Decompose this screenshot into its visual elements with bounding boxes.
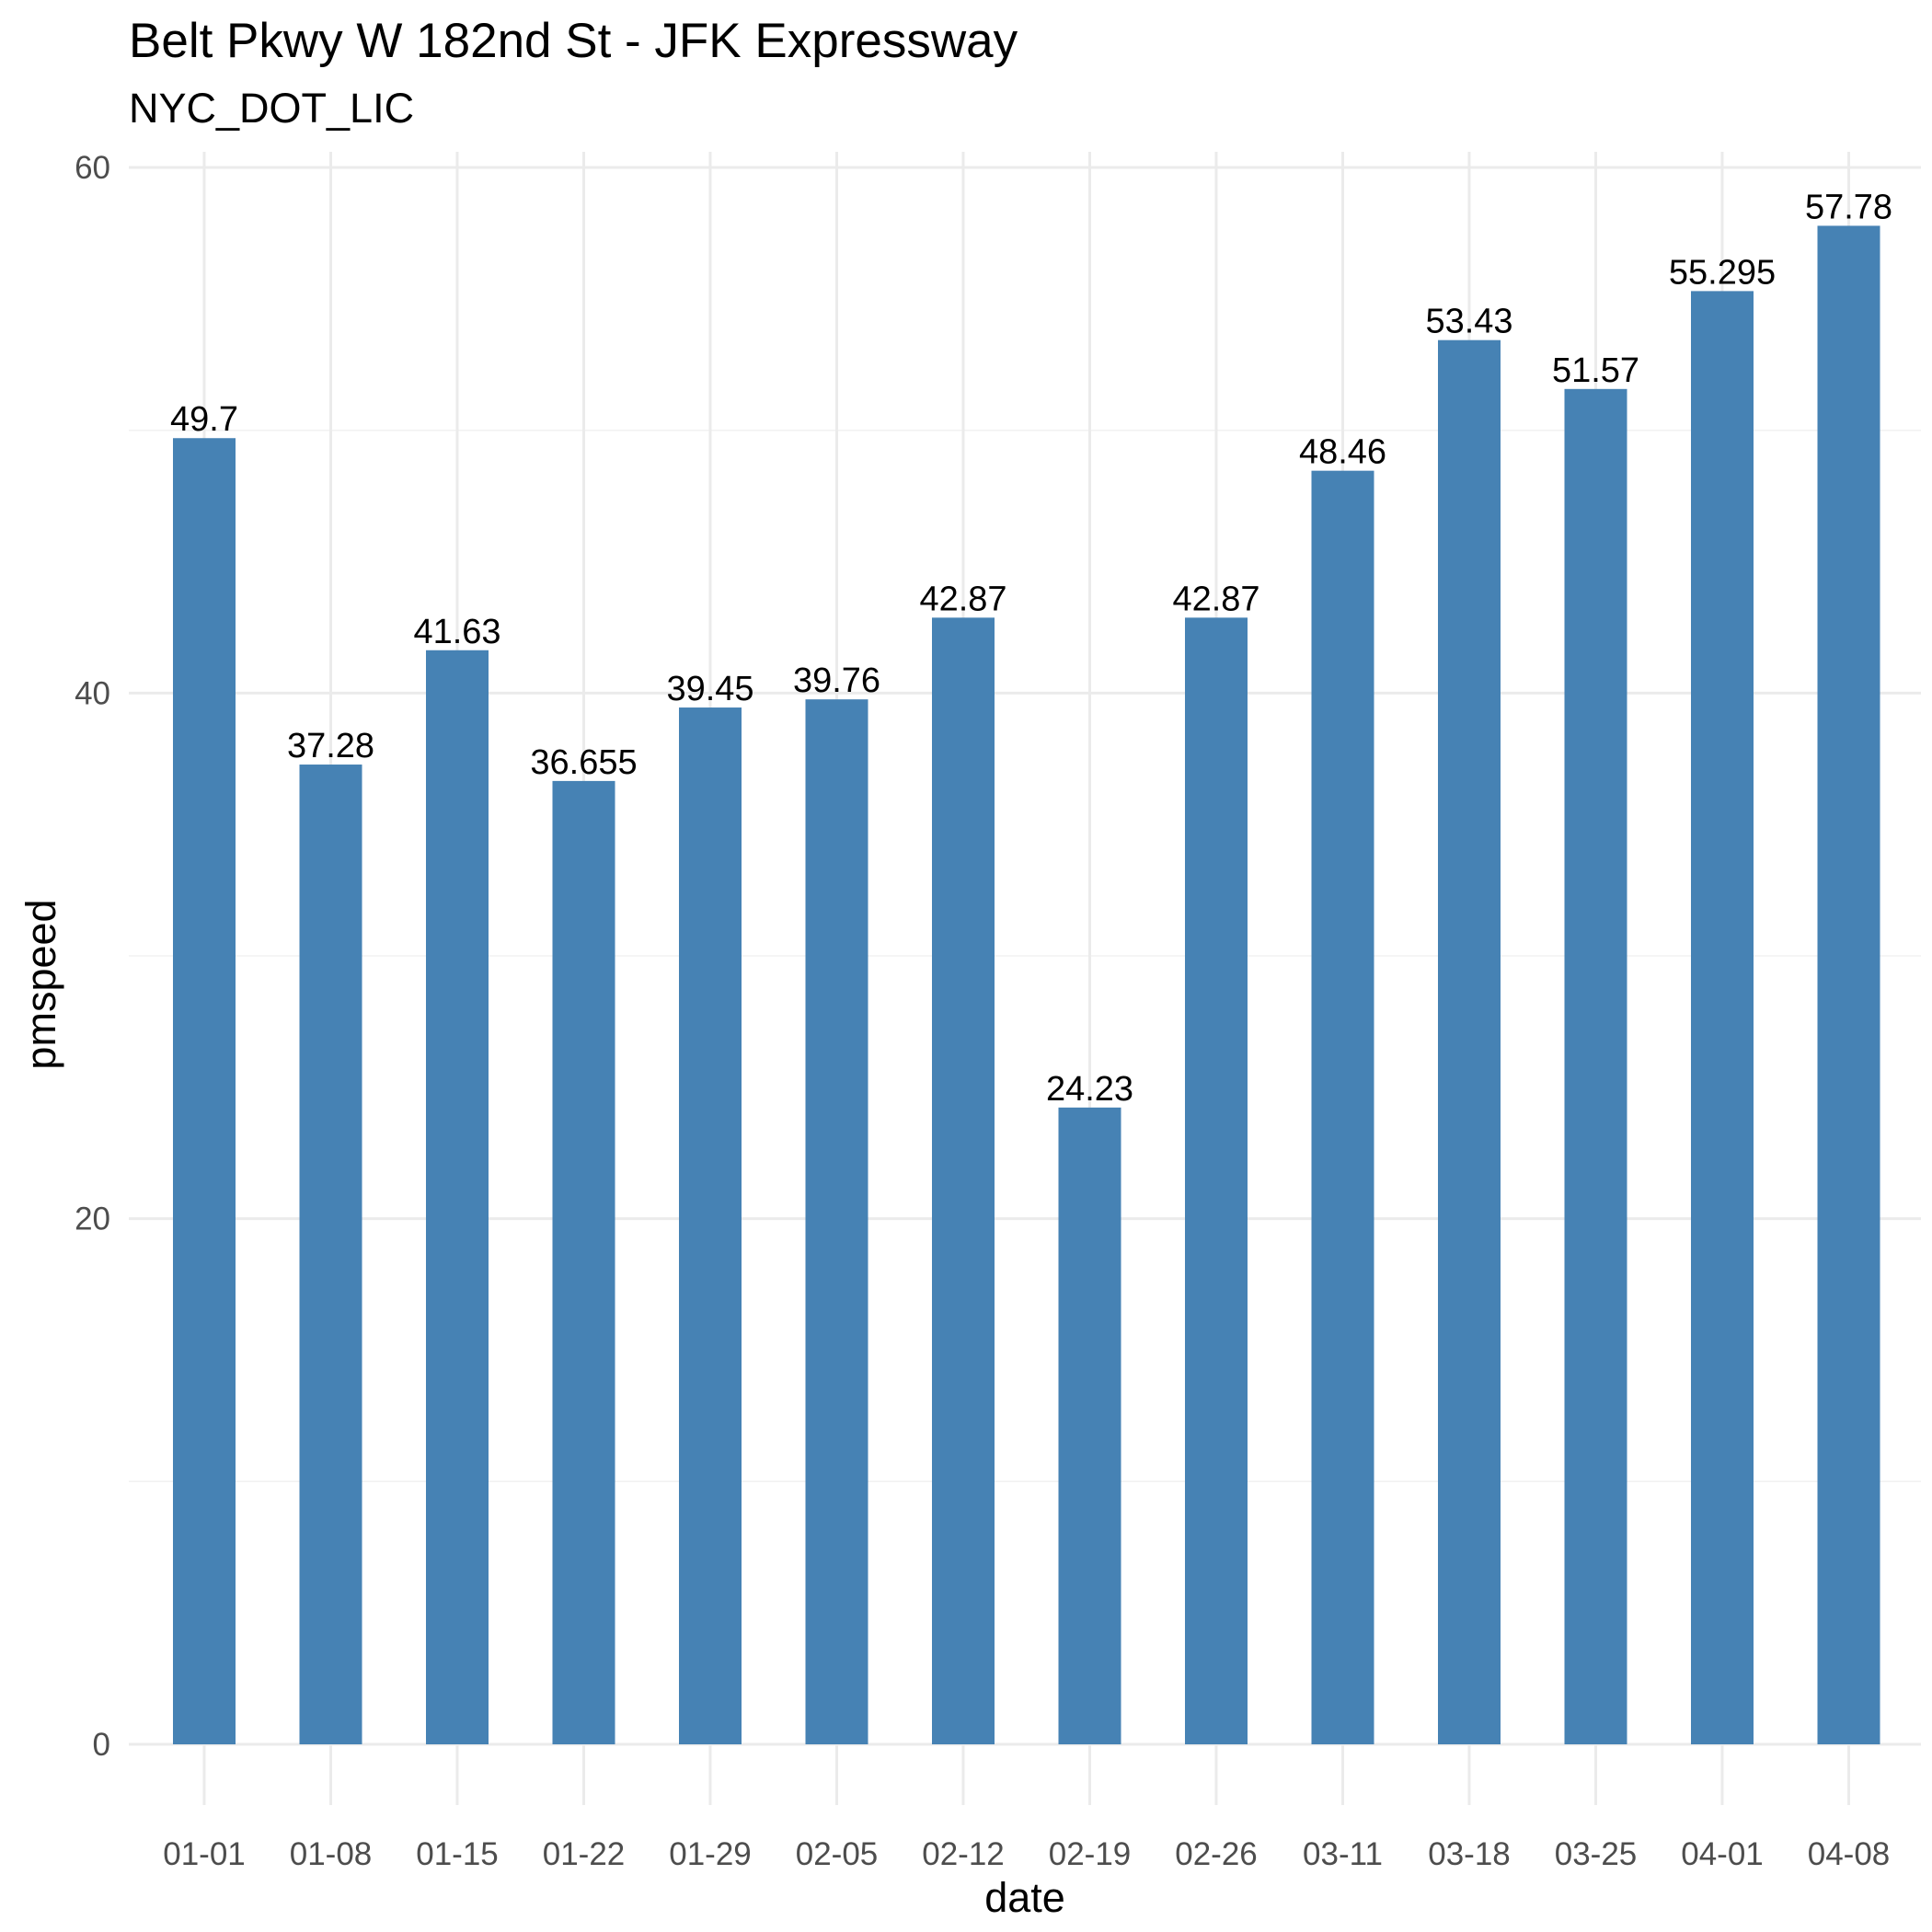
x-tick-label: 03-18 (1428, 1836, 1511, 1872)
y-axis-label: pmspeed (17, 899, 64, 1069)
y-tick-label: 60 (75, 150, 110, 186)
data-label: 55.295 (1669, 253, 1776, 292)
data-label: 37.28 (287, 727, 374, 765)
data-label: 24.23 (1046, 1070, 1133, 1109)
x-tick-label: 04-01 (1681, 1836, 1764, 1872)
bar (1564, 388, 1627, 1744)
x-axis-label: date (984, 1874, 1065, 1921)
y-tick-label: 20 (75, 1202, 110, 1237)
x-tick-label: 02-05 (796, 1836, 879, 1872)
bar (1817, 225, 1880, 1745)
bar (1691, 291, 1754, 1745)
bar (1058, 1107, 1121, 1744)
x-tick-label: 02-12 (922, 1836, 1005, 1872)
data-label: 53.43 (1425, 303, 1512, 341)
data-label: 57.78 (1805, 188, 1892, 226)
x-tick-label: 01-01 (163, 1836, 246, 1872)
data-label: 42.87 (919, 580, 1006, 618)
y-tick-label: 0 (93, 1727, 110, 1763)
x-tick-label: 02-19 (1049, 1836, 1132, 1872)
gridlines (129, 152, 1921, 1805)
y-axis-ticks: 0 20 40 60 (75, 150, 110, 1763)
bar (1438, 339, 1501, 1745)
bars (173, 225, 1880, 1745)
bar (679, 707, 742, 1745)
x-tick-label: 01-22 (543, 1836, 626, 1872)
chart-subtitle: NYC_DOT_LIC (129, 85, 414, 132)
x-tick-label: 02-26 (1175, 1836, 1258, 1872)
bar (299, 765, 362, 1744)
x-tick-label: 01-15 (416, 1836, 499, 1872)
x-tick-label: 03-25 (1555, 1836, 1638, 1872)
bar (426, 650, 489, 1744)
x-axis-ticks: 01-01 01-08 01-15 01-22 01-29 02-05 02-12 02-19… (163, 1836, 1890, 1872)
chart-title: Belt Pkwy W 182nd St - JFK Expressway (129, 14, 1018, 68)
data-label: 49.7 (170, 400, 238, 439)
bar (173, 438, 236, 1744)
data-label: 41.63 (413, 613, 500, 651)
data-label: 39.45 (666, 670, 753, 708)
bar (805, 699, 868, 1744)
x-tick-label: 04-08 (1808, 1836, 1891, 1872)
bar (1311, 470, 1374, 1745)
data-label: 39.76 (793, 661, 880, 700)
y-tick-label: 40 (75, 675, 110, 711)
x-tick-label: 01-08 (290, 1836, 373, 1872)
data-label: 48.46 (1299, 433, 1386, 472)
data-label: 42.87 (1172, 580, 1259, 618)
data-label: 36.655 (530, 743, 637, 782)
x-tick-label: 01-29 (669, 1836, 752, 1872)
bar (932, 617, 995, 1745)
x-tick-label: 03-11 (1303, 1836, 1383, 1872)
bar (552, 780, 615, 1744)
bar (1185, 617, 1248, 1745)
data-labels: 49.7 37.28 41.63 36.655 39.45 39.76 42.87 24.23… (170, 188, 1892, 1108)
data-label: 51.57 (1552, 351, 1639, 390)
